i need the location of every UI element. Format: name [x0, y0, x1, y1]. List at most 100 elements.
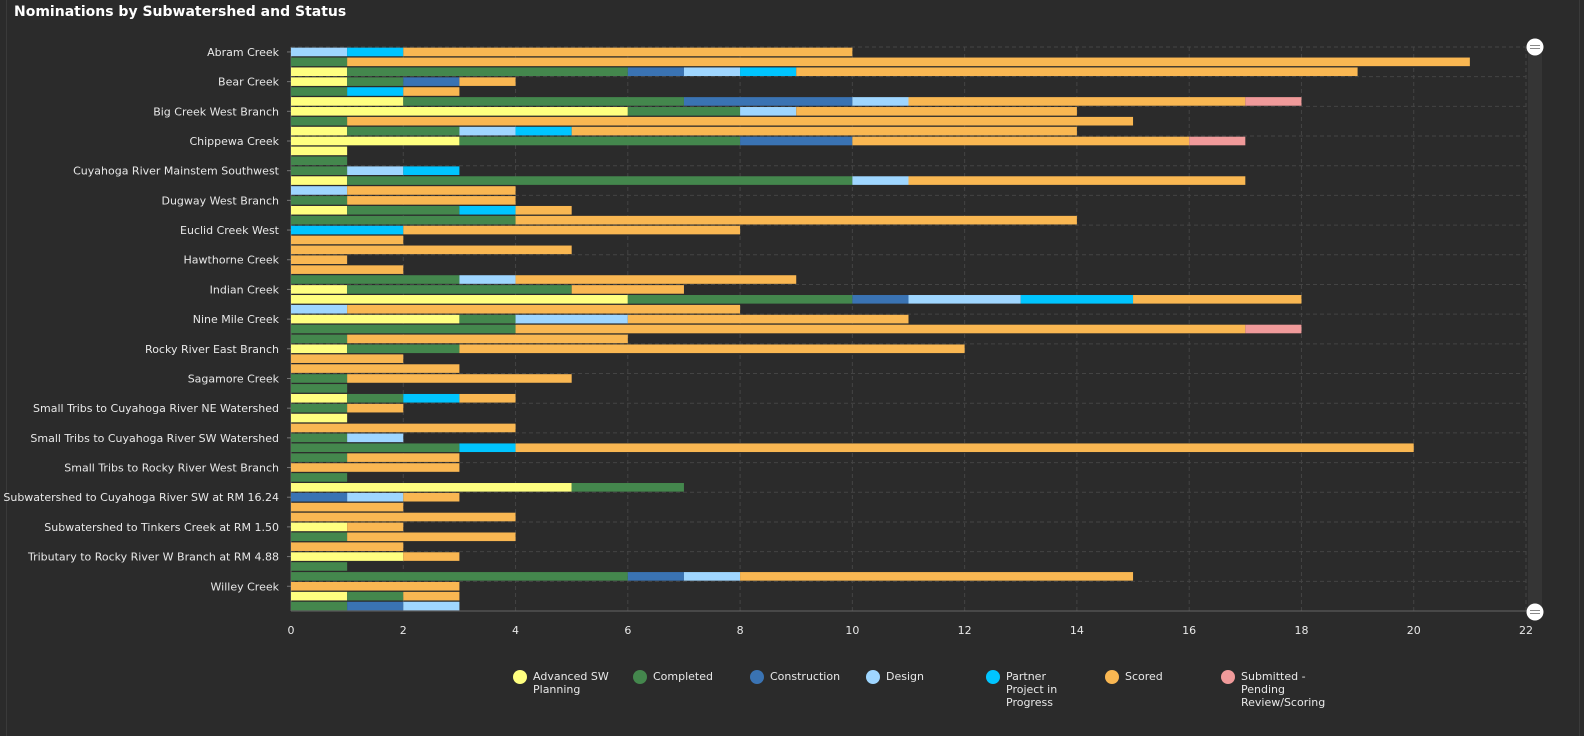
bar-segment-advanced-sw-planning[interactable] [291, 97, 404, 106]
bar-segment-advanced-sw-planning[interactable] [291, 136, 460, 146]
bar-segment-advanced-sw-planning[interactable] [291, 552, 404, 561]
bar-segment-completed[interactable] [571, 483, 684, 492]
handle-grip-icon[interactable] [1526, 603, 1544, 621]
bar-segment-design[interactable] [908, 295, 1021, 304]
bar-segment-scored[interactable] [291, 423, 516, 433]
bar-segment-completed[interactable] [347, 285, 572, 294]
legend-item[interactable]: Partner Project in Progress [986, 670, 1086, 709]
bar-segment-partner-project-in-progress[interactable] [403, 393, 460, 403]
bar-segment-design[interactable] [347, 166, 404, 175]
bar-segment-design[interactable] [683, 572, 741, 581]
bar-segment-completed[interactable] [291, 215, 516, 225]
handle-grip-icon[interactable] [1526, 38, 1544, 56]
bar-segment-construction[interactable] [852, 295, 909, 304]
bar-segment-scored[interactable] [571, 285, 684, 294]
bar-segment-scored[interactable] [347, 196, 516, 205]
bar-segment-advanced-sw-planning[interactable] [291, 314, 460, 324]
bar-segment-scored[interactable] [796, 67, 1358, 77]
legend-item[interactable]: Advanced SW Planning [513, 670, 613, 696]
bar-segment-design[interactable] [683, 67, 741, 77]
bar-segment-construction[interactable] [627, 67, 684, 77]
bar-segment-completed[interactable] [459, 136, 741, 146]
bar-segment-scored[interactable] [347, 334, 628, 344]
bar-segment-advanced-sw-planning[interactable] [291, 67, 348, 77]
bar-segment-design[interactable] [403, 601, 460, 611]
bar-segment-advanced-sw-planning[interactable] [291, 285, 348, 294]
bar-segment-completed[interactable] [347, 126, 460, 136]
bar-segment-advanced-sw-planning[interactable] [291, 146, 348, 156]
bar-segment-scored[interactable] [291, 235, 404, 245]
bar-segment-construction[interactable] [683, 97, 853, 106]
bar-segment-construction[interactable] [347, 601, 404, 611]
bar-segment-completed[interactable] [291, 57, 348, 67]
bar-segment-scored[interactable] [347, 522, 404, 532]
bar-segment-scored[interactable] [908, 176, 1246, 185]
bar-segment-scored[interactable] [403, 492, 460, 502]
bar-segment-scored[interactable] [347, 374, 572, 383]
bar-segment-design[interactable] [852, 176, 909, 185]
bar-segment-completed[interactable] [291, 374, 348, 383]
bar-segment-advanced-sw-planning[interactable] [291, 591, 348, 601]
bar-segment-construction[interactable] [740, 136, 853, 146]
bar-segment-scored[interactable] [571, 126, 1077, 136]
bar-segment-advanced-sw-planning[interactable] [291, 176, 348, 185]
scroll-handle[interactable] [1526, 38, 1544, 56]
bar-segment-scored[interactable] [291, 255, 348, 265]
bar-segment-advanced-sw-planning[interactable] [291, 126, 348, 136]
bar-segment-completed[interactable] [347, 344, 460, 354]
bar-segment-scored[interactable] [291, 542, 404, 551]
bar-segment-partner-project-in-progress[interactable] [459, 443, 516, 453]
bar-segment-submitted-pending-review-scoring[interactable] [1189, 136, 1246, 146]
bar-segment-scored[interactable] [740, 572, 1134, 581]
bar-segment-advanced-sw-planning[interactable] [291, 413, 348, 423]
legend-item[interactable]: Completed [633, 670, 733, 684]
bar-segment-completed[interactable] [291, 166, 348, 175]
bar-segment-partner-project-in-progress[interactable] [740, 67, 797, 77]
bar-segment-completed[interactable] [291, 156, 348, 166]
bar-segment-scored[interactable] [515, 443, 1414, 453]
bar-segment-scored[interactable] [347, 186, 516, 195]
bar-segment-completed[interactable] [291, 324, 516, 334]
bar-segment-advanced-sw-planning[interactable] [291, 77, 348, 86]
bar-segment-completed[interactable] [347, 77, 404, 86]
bar-segment-partner-project-in-progress[interactable] [347, 47, 404, 57]
bar-segment-scored[interactable] [347, 403, 404, 413]
bar-segment-scored[interactable] [1133, 295, 1302, 304]
bar-segment-scored[interactable] [515, 275, 797, 284]
bar-segment-design[interactable] [291, 47, 348, 57]
bar-segment-design[interactable] [291, 186, 348, 195]
bar-segment-design[interactable] [515, 314, 628, 324]
bar-segment-advanced-sw-planning[interactable] [291, 483, 572, 492]
bar-segment-scored[interactable] [796, 107, 1077, 116]
bar-segment-completed[interactable] [291, 433, 348, 443]
bar-segment-advanced-sw-planning[interactable] [291, 522, 348, 532]
bar-segment-completed[interactable] [291, 572, 628, 581]
bar-segment-completed[interactable] [403, 97, 684, 106]
bar-segment-scored[interactable] [515, 205, 572, 215]
scroll-handle[interactable] [1526, 603, 1544, 621]
bar-segment-submitted-pending-review-scoring[interactable] [1245, 324, 1302, 334]
bar-segment-completed[interactable] [291, 443, 460, 453]
bar-segment-scored[interactable] [347, 453, 460, 462]
bar-segment-partner-project-in-progress[interactable] [347, 87, 404, 96]
bar-segment-scored[interactable] [403, 552, 460, 561]
bar-segment-scored[interactable] [515, 324, 1246, 334]
bar-segment-construction[interactable] [291, 492, 348, 502]
bar-segment-scored[interactable] [291, 245, 572, 255]
bar-segment-scored[interactable] [908, 97, 1246, 106]
bar-segment-scored[interactable] [291, 512, 516, 522]
legend-item[interactable]: Scored [1105, 670, 1205, 684]
bar-segment-design[interactable] [347, 433, 404, 443]
bar-segment-completed[interactable] [627, 295, 853, 304]
bar-segment-partner-project-in-progress[interactable] [291, 225, 404, 235]
bar-segment-completed[interactable] [291, 453, 348, 462]
bar-segment-scored[interactable] [852, 136, 1190, 146]
bar-segment-completed[interactable] [347, 393, 404, 403]
bar-segment-scored[interactable] [291, 265, 404, 274]
legend-item[interactable]: Construction [750, 670, 850, 684]
bar-segment-scored[interactable] [347, 116, 1134, 126]
legend-item[interactable]: Submitted - Pending Review/Scoring [1221, 670, 1325, 709]
bar-segment-completed[interactable] [347, 176, 853, 185]
bar-segment-partner-project-in-progress[interactable] [403, 166, 460, 175]
bar-segment-completed[interactable] [291, 87, 348, 96]
